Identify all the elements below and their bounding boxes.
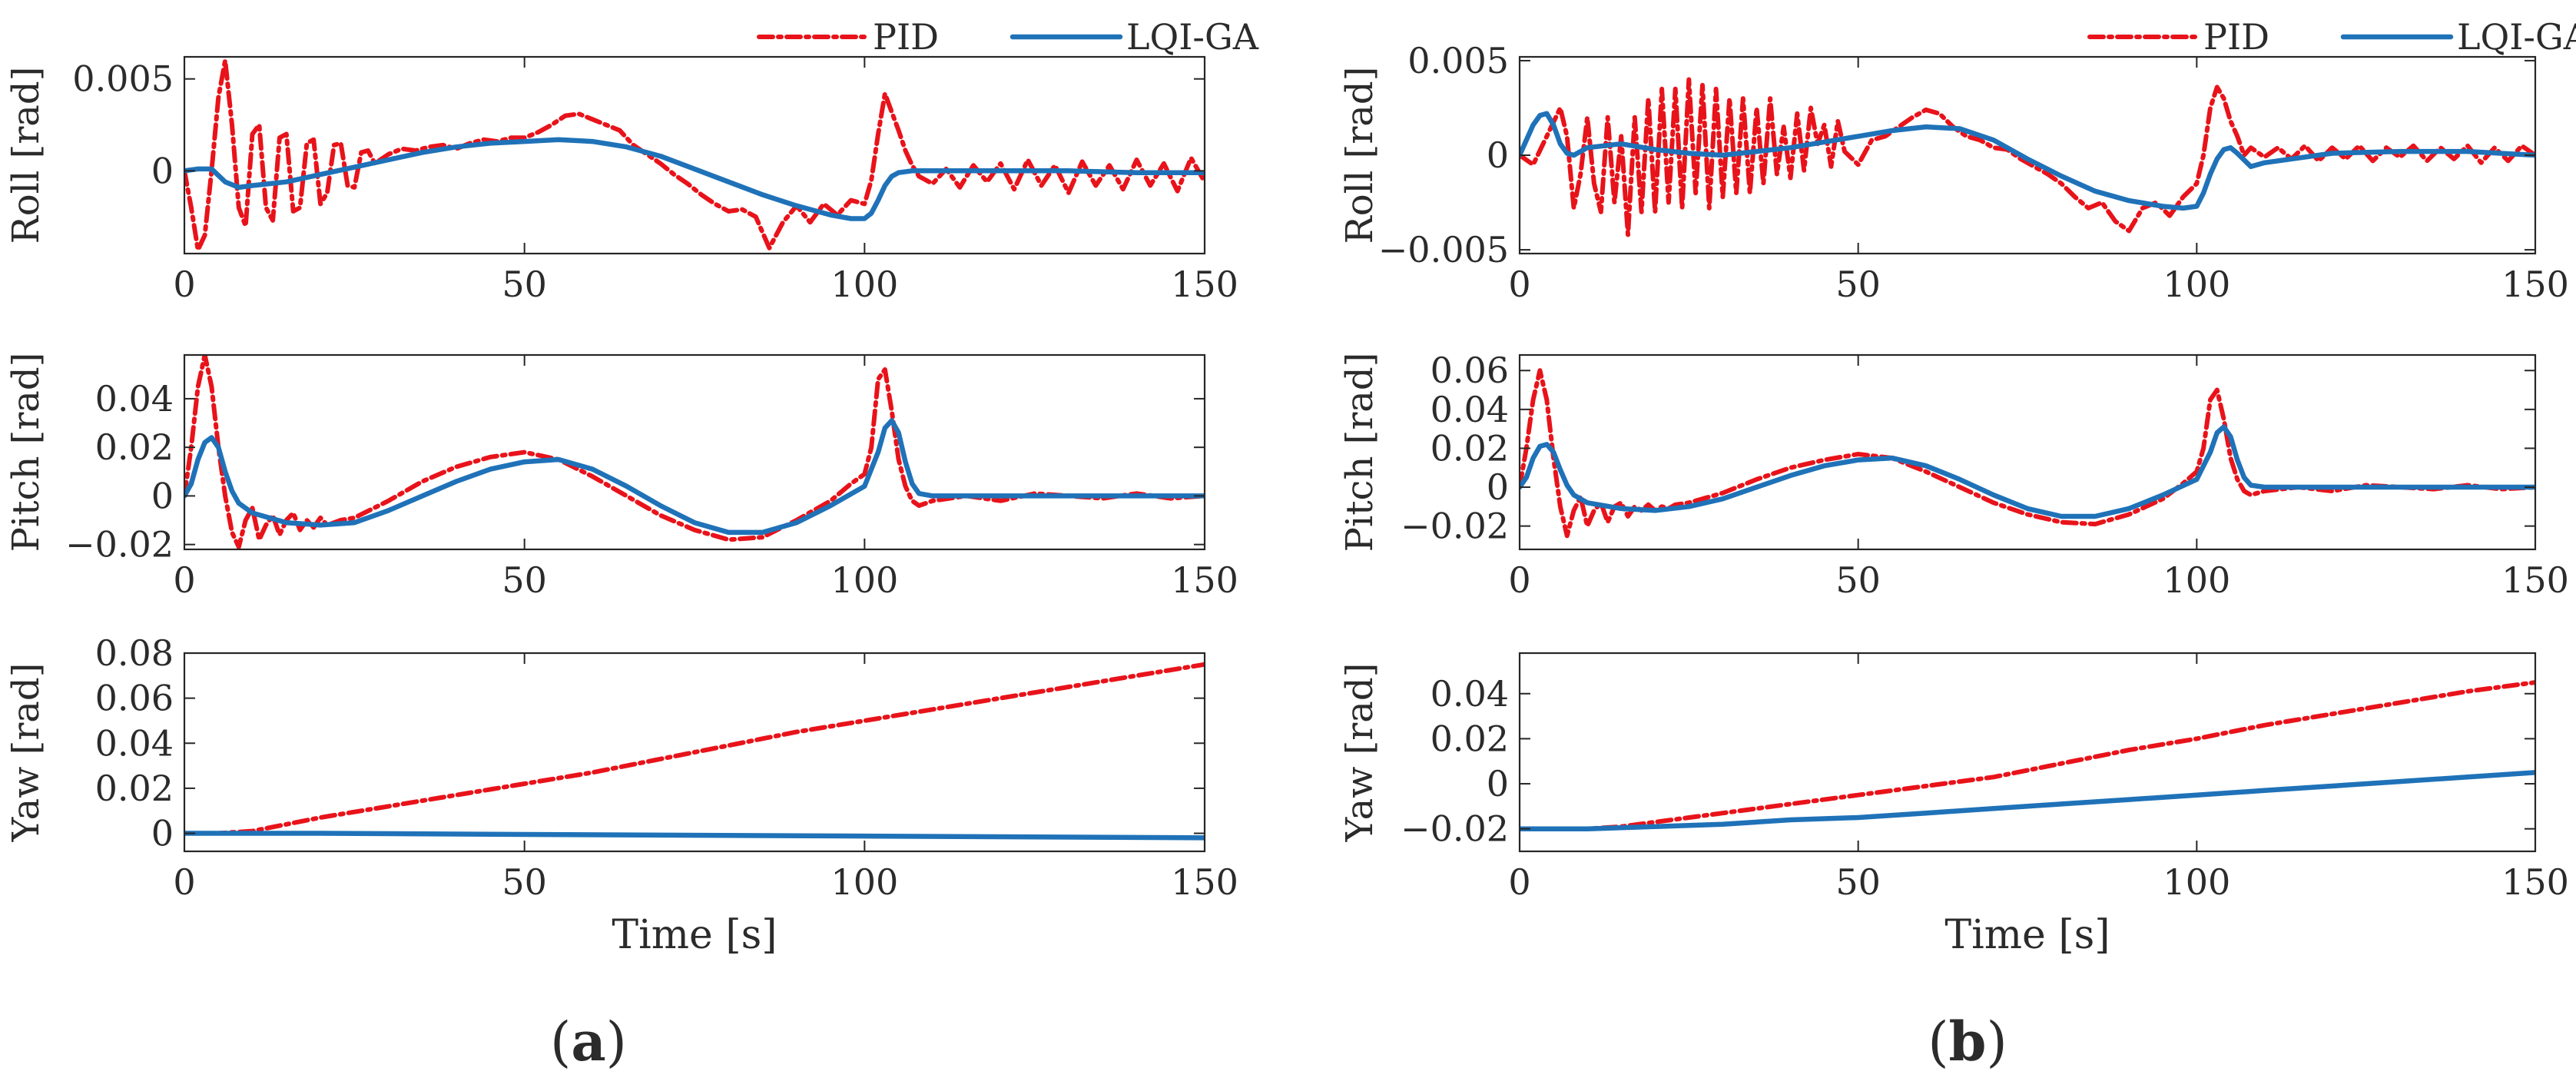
panel-a-pitch-x-tick-label: 150 [1171, 559, 1238, 601]
panel-b-yaw-y-tick-label: 0.04 [1431, 673, 1509, 715]
panel-a-caption-part: a [571, 1010, 605, 1073]
panel-a-yaw-x-tick-label: 0 [173, 861, 195, 903]
panel-a-pitch-axes-box [183, 353, 1206, 551]
panel-b-yaw-y-tick-label: 0.02 [1431, 718, 1509, 759]
panel-a-pitch-series-pid-line [184, 355, 1205, 549]
panel-b-caption-part: ) [1986, 1010, 2007, 1073]
panel-b-caption: (b) [1928, 1010, 2007, 1073]
panel-b-yaw-axes-box [1518, 652, 2537, 853]
panel-a-pitch-y-tick-label: −0.02 [65, 524, 174, 566]
panel-b-roll-y-tick-label: −0.005 [1378, 229, 1509, 270]
panel-a-caption-part: ( [550, 1010, 571, 1073]
panel-a-roll-y-tick-label: 0 [151, 150, 174, 191]
panel-b-pitch-y-tick-label: 0 [1487, 466, 1509, 508]
panel-b-roll-y-axis-label: Roll [rad] [1338, 67, 1381, 244]
panel-a-legend: PID LQI-GA [757, 16, 1259, 58]
panel-b-roll-x-tick-label: 100 [2163, 264, 2230, 305]
panel-b-roll-x-tick-label: 0 [1508, 264, 1530, 305]
panel-a-yaw-y-tick-label: 0.04 [95, 722, 174, 764]
panel-b-yaw-x-tick-label: 150 [2501, 861, 2569, 903]
panel-a-pitch-x-tick-label: 100 [830, 559, 898, 601]
panel-b-pitch-series-lqi-ga-line [1520, 424, 2535, 519]
panel-b-pitch-y-tick-label: 0.04 [1431, 389, 1509, 430]
panel-b-yaw-x-tick-label: 100 [2163, 861, 2230, 903]
panel-a-yaw-x-tick-label: 100 [830, 861, 898, 903]
panel-b-caption-part: b [1949, 1010, 1987, 1073]
panel-a-roll-plot: 0 50 100 150 0 0.005 Roll [rad] PID LQI-GA [5, 16, 1259, 305]
panel-b-legend: PID LQI-GA [2087, 16, 2576, 58]
panel-a-yaw-y-tick-label: 0.02 [95, 768, 174, 809]
panel-a-caption: (a) [550, 1010, 627, 1073]
panel-a-yaw-series-lqi-ga-line [184, 831, 1205, 841]
panel-a-yaw-series-pid-line [184, 662, 1205, 836]
panel-a-pitch-y-tick-label: 0.04 [95, 378, 174, 420]
panel-b-yaw-y-tick-label: 0 [1487, 763, 1509, 804]
panel-b-pitch-y-tick-label: 0.06 [1431, 350, 1509, 391]
panel-b-caption-part: ( [1928, 1010, 1948, 1073]
panel-a-pitch-y-tick-label: 0 [151, 475, 174, 516]
panel-b-pitch-y-axis-label: Pitch [rad] [1338, 353, 1381, 552]
panel-a-yaw-y-axis-label: Yaw [rad] [5, 663, 48, 843]
panel-b-pitch-y-tick-label: 0.02 [1431, 427, 1509, 469]
panel-b-roll-x-tick-label: 150 [2501, 264, 2569, 305]
panel-b-roll-series-pid-line [1520, 77, 2535, 237]
legend-label-lqi-ga: LQI-GA [1126, 16, 1259, 58]
panel-a-roll-axes-box [183, 55, 1206, 255]
panel-a-yaw-y-tick-label: 0.08 [95, 632, 174, 674]
panel-b-yaw-y-tick-label: −0.02 [1401, 808, 1509, 850]
panel-b-yaw-x-axis-label: Time [s] [1944, 912, 2110, 958]
panel-b-yaw-x-tick-label: 0 [1508, 861, 1530, 903]
panel-a-roll-series-pid-line [184, 58, 1205, 253]
panel-a-roll-y-axis-label: Roll [rad] [5, 67, 48, 244]
panel-b-roll-y-tick-label: 0.005 [1407, 40, 1509, 81]
legend-label-pid: PID [2203, 16, 2269, 58]
panel-a-pitch-series-lqi-ga-line [184, 418, 1205, 536]
panel-b-pitch-x-tick-label: 50 [1835, 559, 1881, 601]
panel-a-roll-series-lqi-ga-line [184, 137, 1205, 221]
panel-a-pitch-y-axis-label: Pitch [rad] [5, 353, 48, 552]
panel-b-pitch-y-tick-label: −0.02 [1401, 506, 1509, 547]
panel-a-yaw-y-tick-label: 0 [151, 813, 174, 854]
panel-a-caption-part: ) [606, 1010, 627, 1073]
panel-b-pitch-axes-box [1518, 353, 2537, 551]
panel-a-roll-x-tick-label: 0 [173, 264, 195, 305]
panel-b-roll-series-lqi-ga-line [1520, 111, 2535, 211]
panel-b-roll-x-tick-label: 50 [1835, 264, 1881, 305]
legend-label-pid: PID [873, 16, 939, 58]
panel-b-yaw-x-tick-label: 50 [1835, 861, 1881, 903]
panel-b-pitch-x-tick-label: 150 [2501, 559, 2569, 601]
panel-b-yaw-series-lqi-ga-line [1520, 770, 2535, 831]
panel-b-pitch-x-tick-label: 100 [2163, 559, 2230, 601]
panel-a-roll-x-tick-label: 50 [502, 264, 547, 305]
panel-b-pitch-x-tick-label: 0 [1508, 559, 1530, 601]
panel-a-yaw-axes-box [183, 652, 1206, 853]
panel-b-yaw-y-axis-label: Yaw [rad] [1338, 663, 1381, 843]
panel-b-roll-y-tick-label: 0 [1487, 134, 1509, 176]
panel-a-pitch-x-tick-label: 0 [173, 559, 195, 601]
panel-a-yaw-y-tick-label: 0.06 [95, 678, 174, 719]
panel-a-yaw-x-tick-label: 150 [1171, 861, 1238, 903]
panel-a-pitch-x-tick-label: 50 [502, 559, 547, 601]
panel-a-roll-y-tick-label: 0.005 [72, 58, 174, 100]
panel-a-yaw-x-axis-label: Time [s] [612, 912, 777, 958]
panel-a-roll-x-tick-label: 150 [1171, 264, 1238, 305]
panel-a-roll-x-tick-label: 100 [830, 264, 898, 305]
panel-a-yaw-x-tick-label: 50 [502, 861, 547, 903]
panel-b-pitch-series-pid-line [1520, 368, 2535, 539]
legend-label-lqi-ga: LQI-GA [2457, 16, 2576, 58]
panel-a-pitch-y-tick-label: 0.02 [95, 426, 174, 468]
